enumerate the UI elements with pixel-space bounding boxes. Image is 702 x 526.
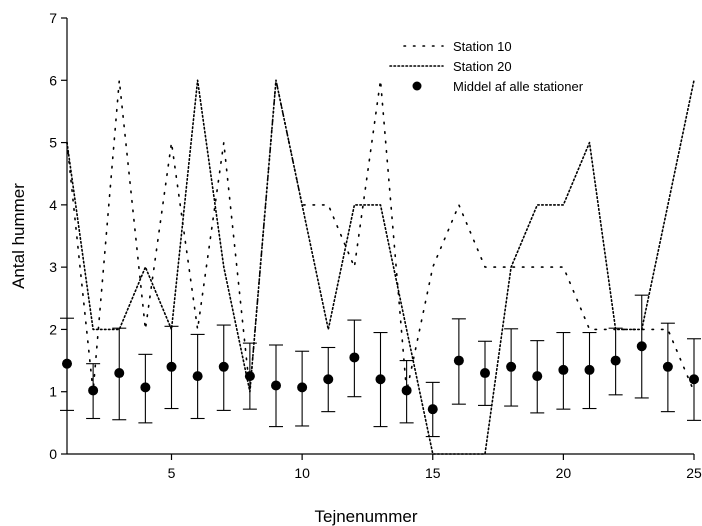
mean-point (662, 361, 673, 372)
y-tick-label: 1 (49, 384, 57, 400)
y-axis-title: Antal hummer (9, 183, 28, 289)
y-tick-label: 3 (49, 259, 57, 275)
mean-point (323, 374, 334, 385)
legend-label-station-20: Station 20 (453, 59, 512, 74)
legend-marker-mean (412, 81, 422, 91)
mean-point (401, 385, 412, 396)
y-tick-label: 5 (49, 135, 57, 151)
x-tick-label: 20 (556, 465, 572, 481)
y-tick-label: 0 (49, 446, 57, 462)
y-tick-label: 4 (49, 197, 57, 213)
y-tick-label: 7 (49, 10, 57, 26)
mean-point (558, 364, 569, 375)
mean-point (140, 382, 151, 393)
mean-point (349, 352, 360, 363)
mean-point (271, 380, 281, 391)
mean-point (427, 404, 438, 415)
mean-point (114, 368, 125, 379)
mean-point (375, 374, 386, 385)
mean-point (453, 355, 464, 366)
series-layer (60, 79, 701, 455)
axes-layer: 0 1 2 3 4 5 6 7 5 10 15 20 25 (49, 10, 702, 481)
y-tick-label: 6 (49, 72, 57, 88)
mean-point (297, 382, 308, 393)
mean-point (62, 358, 72, 369)
mean-point (480, 368, 490, 379)
mean-point (244, 371, 255, 382)
x-tick-label: 15 (425, 465, 441, 481)
mean-point (584, 364, 595, 375)
x-axis-title: Tejnenummer (315, 507, 418, 526)
y-tick-label: 2 (49, 321, 57, 337)
x-tick-label: 25 (686, 465, 702, 481)
x-tick-label: 10 (294, 465, 310, 481)
legend: Station 10 Station 20 Middel af alle sta… (389, 39, 584, 94)
mean-point (166, 361, 177, 372)
legend-label-mean: Middel af alle stationer (453, 79, 584, 94)
mean-point (610, 355, 621, 366)
x-tick-label: 5 (168, 465, 176, 481)
mean-point (192, 371, 203, 382)
mean-point (506, 361, 517, 372)
mean-point (218, 361, 229, 372)
mean-point (689, 374, 699, 385)
mean-point (88, 385, 99, 396)
legend-label-station-10: Station 10 (453, 39, 512, 54)
mean-point (636, 341, 647, 352)
mean-point (532, 371, 543, 382)
